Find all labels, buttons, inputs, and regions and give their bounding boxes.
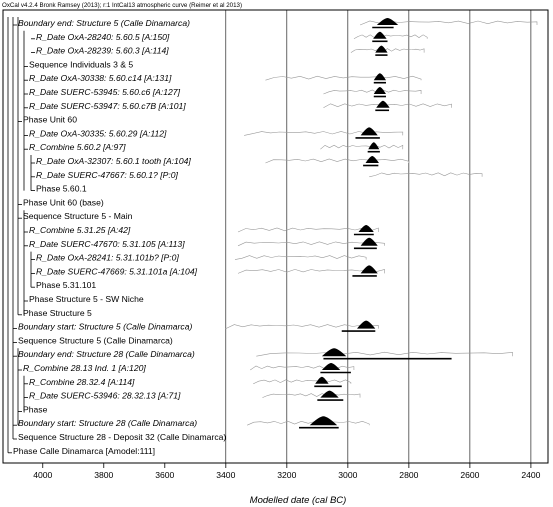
row-label: Boundary start: Structure 5 (Calle Dinam… (18, 322, 192, 332)
x-tick-label: 2400 (521, 470, 540, 480)
prior-curve (320, 144, 404, 150)
row-label: Boundary end: Structure 5 (Calle Dinamar… (18, 18, 190, 28)
row-label: Phase Structure 5 - SW Niche (29, 294, 144, 304)
plot-frame (2, 9, 549, 464)
posterior-fill (373, 87, 386, 94)
model-structure-brackets (7, 17, 35, 454)
row-label: R_Date SUERC-53947: 5.60.c7B [A:101] (29, 101, 186, 111)
posterior-fill (315, 376, 329, 384)
x-tick-label: 3800 (94, 470, 113, 480)
chart-header: OxCal v4.2.4 Bronk Ramsey (2013); r:1 In… (2, 2, 242, 9)
row-label: Phase Unit 60 (base) (23, 197, 104, 207)
row-label: Sequence Structure 5 (Calle Dinamarca) (18, 335, 173, 345)
row-label: Sequence Individuals 3 & 5 (29, 59, 133, 69)
row-label: Sequence Structure 28 - Deposit 32 (Call… (18, 432, 226, 442)
row-label: Sequence Structure 5 - Main (23, 211, 133, 221)
posterior-fill (360, 237, 378, 246)
row-label: R_Date OxA-28240: 5.60.5 [A:150] (36, 32, 170, 42)
posterior-fill (356, 320, 376, 329)
prior-curve (369, 172, 483, 178)
posterior-fill (321, 363, 341, 370)
prior-curve (256, 351, 513, 357)
posterior-fill (375, 45, 388, 53)
row-label: R_Date SUERC-47667: 5.60.1? [P:0] (36, 170, 178, 180)
x-tick-label: 3600 (155, 470, 174, 480)
posterior-fill (376, 100, 390, 108)
posterior-fill (373, 31, 387, 39)
posterior-fill (360, 265, 378, 274)
posterior-fill (360, 127, 378, 136)
x-tick-label: 3200 (277, 470, 296, 480)
row-label: Boundary start: Structure 28 (Calle Dina… (18, 418, 197, 428)
prior-curve (323, 89, 422, 95)
posterior-fill (309, 416, 338, 426)
prior-curve (250, 365, 355, 371)
row-label: Phase Structure 5 (23, 308, 92, 318)
posterior-fill (368, 142, 380, 150)
row-label: R_Date SUERC-53945: 5.60.c6 [A:127] (29, 87, 181, 97)
prior-curve (262, 393, 361, 398)
row-label: R_Date OxA-28239: 5.60.3 [A:114] (36, 46, 169, 56)
posterior-fill (320, 390, 339, 398)
prior-curve (234, 255, 367, 260)
row-label: R_Date SUERC-47670: 5.31.105 [A:113] (29, 239, 185, 249)
posterior-fill (365, 156, 379, 163)
row-label: R_Combine 28.32.4 [A:114] (29, 377, 135, 387)
prior-curve (225, 324, 379, 329)
prior-curve (244, 131, 404, 136)
x-tick-label: 3000 (338, 470, 357, 480)
prior-curve (265, 158, 410, 164)
x-tick-label: 2600 (460, 470, 479, 480)
row-label: R_Date OxA-32307: 5.60.1 tooth [A:104] (36, 156, 191, 166)
prior-curve (253, 379, 352, 385)
row-label: R_Combine 28.13 Ind. 1 [A:120] (23, 363, 146, 373)
prior-curve (265, 75, 422, 81)
row-label: R_Combine 5.60.2 [A:97] (29, 142, 126, 152)
prior-distributions (225, 20, 538, 426)
posterior-distributions (299, 18, 452, 429)
x-axis-label: Modelled date (cal BC) (250, 495, 347, 506)
row-label: Phase Unit 60 (23, 115, 77, 125)
x-axis: 4000 3800 3600 3400 3200 3000 2800 2600 2400 (33, 463, 541, 480)
row-label: Phase (23, 404, 48, 414)
row-label: R_Date OxA-28241: 5.31.101b? [P:0] (36, 253, 179, 263)
x-tick-label: 2800 (399, 470, 418, 480)
prior-curve (350, 48, 425, 53)
grid-lines (225, 10, 532, 463)
posterior-fill (373, 73, 386, 81)
prior-curve (247, 420, 370, 426)
row-label: R_Date SUERC-47669: 5.31.101a [A:104] (36, 266, 198, 276)
row-label: Phase 5.31.101 (36, 280, 96, 290)
prior-curve (353, 34, 428, 40)
row-label: R_Date OxA-30338: 5.60.c14 [A:131] (29, 73, 172, 83)
row-label: Boundary end: Structure 28 (Calle Dinama… (18, 349, 195, 359)
row-label: Phase 5.60.1 (36, 184, 87, 194)
row-label: Phase Calle Dinamarca [Amodel:111] (13, 446, 155, 456)
row-labels: Boundary end: Structure 5 (Calle Dinamar… (13, 18, 226, 456)
row-label: R_Date OxA-30335: 5.60.29 [A:112] (29, 128, 167, 138)
posterior-fill (358, 225, 374, 232)
prior-curve (237, 227, 379, 233)
posterior-fill (376, 18, 399, 25)
prior-curve (323, 103, 452, 109)
posterior-fill (321, 348, 347, 357)
x-tick-label: 4000 (33, 470, 52, 480)
row-label: R_Combine 5.31.25 [A:42] (29, 225, 131, 235)
row-label: R_Date SUERC-53946: 28.32.13 [A:71] (29, 391, 181, 401)
x-tick-label: 3400 (216, 470, 235, 480)
